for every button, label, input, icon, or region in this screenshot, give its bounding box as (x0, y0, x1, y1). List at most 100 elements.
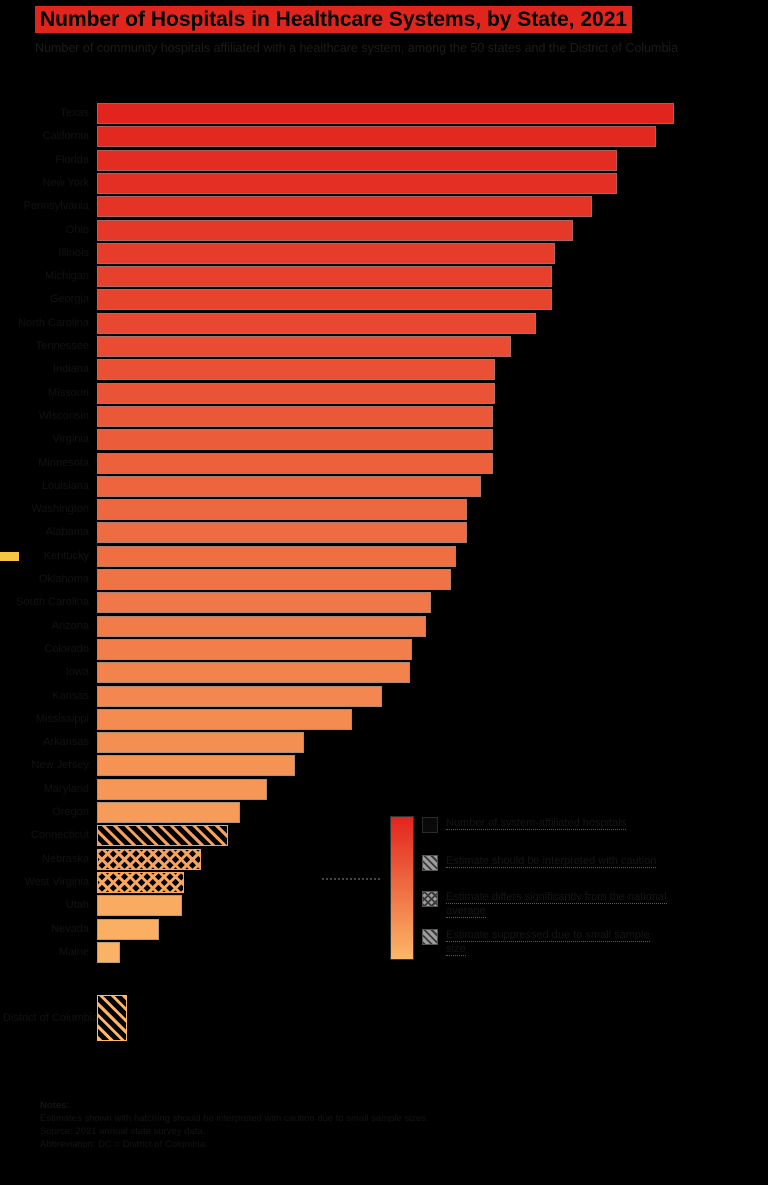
bar (97, 941, 120, 963)
bar-row: Georgia (50, 289, 707, 311)
bar-row: Florida (55, 149, 707, 171)
bar-label: Virginia (52, 433, 90, 446)
bar-label: Georgia (49, 293, 89, 306)
bar-label: Florida (55, 153, 89, 166)
legend-entry-label: Estimate should be interpreted with caut… (446, 855, 657, 868)
bar-label: Kentucky (43, 549, 89, 562)
bar-row: Washington (31, 499, 707, 521)
bar-row: Arkansas (43, 732, 707, 754)
footnote-line: Abbreviation: DC = District of Columbia. (40, 1139, 208, 1150)
bar-row: Pennsylvania (24, 196, 707, 218)
bar-label: California (42, 130, 89, 143)
bar (97, 685, 383, 707)
bar (97, 172, 617, 194)
footnote-line: Notes: (40, 1100, 70, 1111)
bar-row: South Carolina (16, 592, 707, 614)
bar (97, 103, 675, 124)
bar (97, 429, 493, 451)
bar (97, 289, 553, 311)
chart-subtitle: Number of community hospitals affiliated… (35, 41, 679, 55)
bar-label: North Carolina (18, 316, 89, 329)
legend-entry: Estimate suppressed due to small sample … (422, 928, 672, 956)
bar-row: New York (43, 172, 707, 194)
bar-row: Tennessee (36, 336, 707, 357)
bar-label: Minnesota (38, 456, 89, 469)
bar-row: Utah (66, 895, 707, 917)
bar-label: Mississippi (35, 712, 89, 725)
bar-row: District of Columbia (3, 995, 707, 1042)
bar (97, 336, 511, 357)
bar-row: Mississippi (36, 708, 707, 730)
legend-swatch-diagonal-hatch (422, 929, 438, 945)
bar-label: Michigan (44, 270, 89, 283)
bar (97, 848, 201, 870)
bar-row: North Carolina (18, 312, 707, 334)
bar-row: Virginia (53, 429, 707, 451)
legend-swatch-solid (422, 817, 438, 833)
bar-label: Alabama (45, 526, 89, 539)
bar-row: Missouri (48, 382, 707, 404)
leader-line (322, 878, 380, 880)
bar (97, 359, 495, 381)
bar-label: Washington (31, 503, 89, 516)
bar (97, 732, 304, 754)
bar-row: Minnesota (38, 452, 707, 474)
legend-entry: Number of system-affiliated hospitals (422, 816, 672, 833)
plot-area: Texas California Florida New York Pennsylvan… (0, 103, 707, 1053)
bar (97, 708, 353, 730)
footnote-line: Source: 2021 annual state survey data. (40, 1126, 206, 1137)
bar (97, 545, 456, 567)
bar-row: Indiana (53, 359, 707, 381)
bar-label: Indiana (52, 363, 89, 376)
legend-entry-label: Estimate suppressed due to small sample … (446, 929, 650, 956)
bar-label: Oklahoma (38, 573, 89, 585)
bar-row: Maine (59, 941, 707, 963)
bar-label: Colorado (44, 642, 89, 655)
legend-entry-label: Estimate differs significantly from the … (446, 891, 667, 918)
legend-entry: Estimate should be interpreted with caut… (422, 854, 672, 871)
bar (97, 592, 431, 614)
bar-label: Arkansas (43, 736, 89, 749)
bar-row: Colorado (44, 638, 707, 660)
bar-row: Kentucky (0, 545, 707, 567)
bar-label: Arizona (51, 619, 89, 632)
bar-label: Pennsylvania (23, 200, 89, 213)
bar-label: Illinois (58, 246, 89, 259)
bar-row: Nevada (51, 918, 707, 940)
footnotes: Notes: Estimates shown with hatching sho… (40, 1100, 660, 1152)
bar-label: Maryland (43, 782, 89, 795)
bar-label: Louisiana (41, 479, 89, 492)
bar-label: Texas (60, 107, 89, 119)
bar-label: Utah (65, 899, 89, 912)
chart-title: Number of Hospitals in Healthcare System… (35, 6, 633, 33)
bar-row: Wisconsin (39, 405, 707, 427)
bar-row: Kansas (52, 685, 707, 707)
bar (97, 918, 160, 940)
bar (97, 149, 617, 171)
legend-swatch-cross-hatch (422, 891, 438, 907)
bar-row: Ohio (66, 219, 707, 241)
title-block: Number of Hospitals in Healthcare System… (35, 6, 750, 33)
legend-swatch-diagonal-hatch (422, 855, 438, 871)
bar (97, 219, 574, 241)
bar-label: West Virginia (24, 875, 89, 888)
bar-label: Tennessee (35, 340, 89, 352)
legend-entry: Estimate differs significantly from the … (422, 890, 672, 918)
bar (97, 895, 183, 917)
bar (97, 755, 295, 777)
bar (97, 825, 229, 847)
bar (97, 802, 240, 823)
bar-row: Nebraska (42, 848, 707, 870)
bar-row: New Jersey (32, 755, 707, 777)
bar-label: Missouri (48, 386, 89, 399)
bar-label: Iowa (65, 666, 89, 679)
bar-row: Michigan (45, 266, 707, 288)
legend-gradient-colorbar (390, 816, 414, 960)
bar (97, 499, 468, 521)
bar-row: Iowa (66, 662, 707, 684)
bar-row: Oregon (52, 802, 707, 823)
bar-row: Louisiana (42, 475, 707, 497)
bar (97, 196, 592, 218)
bar-label: District of Columbia (3, 1012, 99, 1025)
